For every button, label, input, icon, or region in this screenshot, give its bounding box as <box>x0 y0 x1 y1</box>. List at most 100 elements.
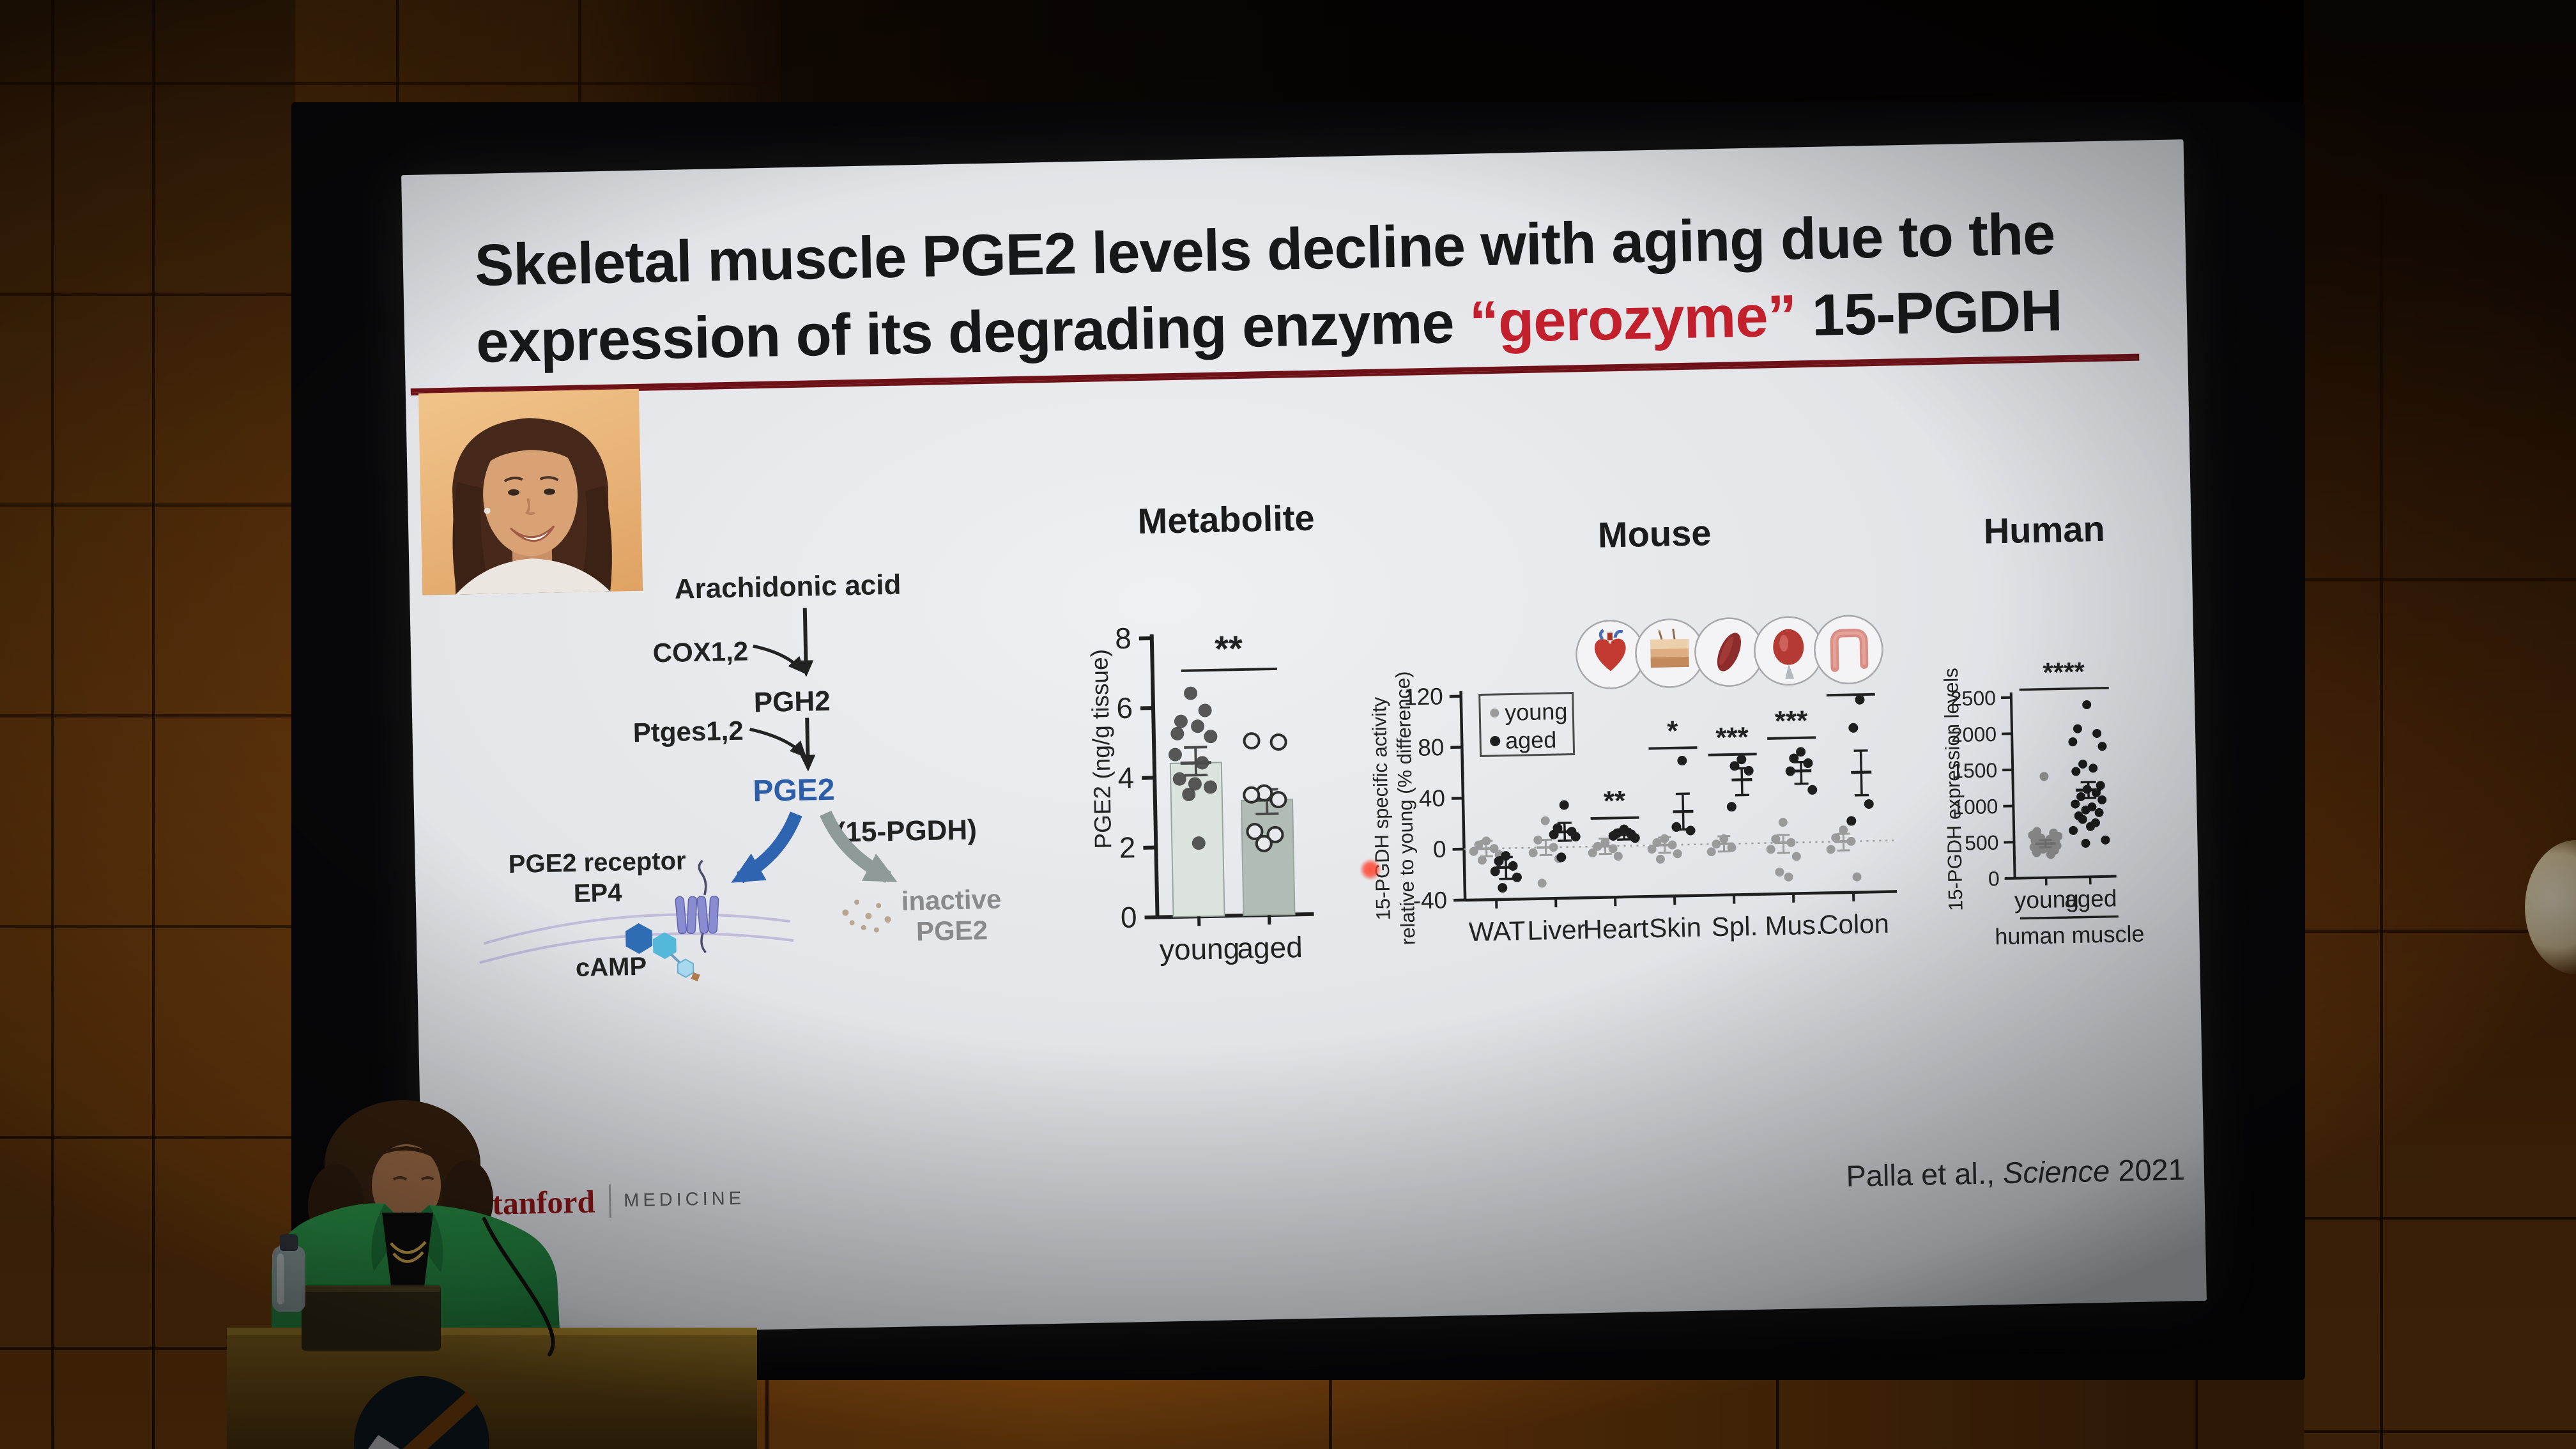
metabolite-cat-label: aged <box>1237 930 1303 965</box>
mouse-point-aged <box>1848 723 1859 733</box>
mouse-point-young <box>1786 838 1796 847</box>
ptges-connector-arrow <box>749 727 807 758</box>
mouse-x-axis <box>1465 890 1897 902</box>
metabolite-cat-label: young <box>1159 931 1239 967</box>
mouse-point-young <box>1549 843 1558 852</box>
mouse-point-aged <box>1726 802 1736 812</box>
metabolite-point-young <box>1168 747 1182 762</box>
human-x-axis <box>2014 875 2117 880</box>
metabolite-point-young <box>1174 714 1188 728</box>
mouse-cat-label: Skin <box>1649 912 1702 944</box>
mouse-point-young <box>1791 852 1801 861</box>
mouse-point-aged <box>1785 766 1795 776</box>
mouse-point-young <box>1852 872 1862 882</box>
ep4-receptor-icon <box>675 896 687 935</box>
metabolite-y-tick-label: 0 <box>1120 900 1137 934</box>
human-point-aged <box>2097 742 2107 751</box>
human-y-tick-label: 500 <box>1965 831 1999 855</box>
human-point-aged <box>2069 825 2078 835</box>
mouse-point-young <box>1775 867 1784 877</box>
metabolite-y-tick-label: 8 <box>1115 622 1132 656</box>
inactive-pge2-fragments <box>873 927 879 933</box>
receptor-tail <box>698 859 707 896</box>
podium-laptop <box>302 1285 441 1351</box>
mouse-point-young <box>1784 872 1793 882</box>
human-point-aged <box>2076 792 2086 801</box>
mouse-point-young <box>1528 848 1538 857</box>
human-y-tick-label: 1500 <box>1952 758 1998 782</box>
mouse-point-young <box>1846 836 1856 846</box>
human-point-aged <box>2071 767 2081 776</box>
human-point-young <box>2039 772 2049 781</box>
wall-seam <box>152 0 155 1449</box>
mouse-sig-line <box>1767 736 1816 740</box>
mouse-aged-errbar <box>1731 778 1752 782</box>
mouse-point-aged <box>1855 694 1865 705</box>
human-sig-stars: **** <box>2043 656 2085 687</box>
mouse-sig-line <box>1648 746 1698 750</box>
human-y-tick-label: 0 <box>1988 867 2000 890</box>
human-point-aged <box>2097 795 2107 804</box>
human-sig-line <box>2019 686 2109 691</box>
mouse-cat-label: Spl. <box>1711 911 1758 942</box>
wall-seam <box>2304 1217 2576 1220</box>
mouse-legend-dot-young <box>1490 709 1499 718</box>
mouse-cat-label: WAT <box>1468 916 1526 947</box>
inactive-pge2-fragments <box>876 903 882 908</box>
inactive-pge2-fragments <box>849 920 855 926</box>
mouse-aged-errbar <box>1851 770 1872 774</box>
human-point-aged <box>2068 737 2078 747</box>
metabolite-point-aged <box>1243 732 1261 750</box>
metabolite-y-tick-label: 4 <box>1117 761 1135 795</box>
mouse-y-tick-label: 0 <box>1433 836 1446 862</box>
mouse-cat-label: Mus. <box>1765 910 1823 941</box>
wall-seam <box>1329 1379 1332 1449</box>
inactive-pge2-fragments <box>854 900 860 905</box>
metabolite-point-aged <box>1255 834 1273 852</box>
mouse-point-aged <box>1508 861 1518 871</box>
wall-seam <box>295 82 781 85</box>
mouse-y-tick-label: 120 <box>1404 683 1444 710</box>
mouse-point-aged <box>1803 758 1813 769</box>
citation-year: 2021 <box>2109 1152 2186 1188</box>
human-y-axis <box>2009 692 2016 878</box>
citation-authors: Palla et al., <box>1845 1156 2004 1193</box>
wall-seam <box>0 503 295 507</box>
wall-seam <box>2380 192 2383 1449</box>
metabolite-point-young <box>1198 703 1212 717</box>
mouse-y-tick-label: 80 <box>1418 734 1445 761</box>
mouse-point-young <box>1778 818 1788 827</box>
mouse-point-young <box>1655 854 1665 864</box>
metabolite-sig-stars: ** <box>1215 628 1243 669</box>
human-point-aged <box>2101 835 2110 845</box>
metabolite-point-young <box>1184 686 1198 700</box>
mouse-sig-stars: *** <box>1715 721 1749 753</box>
inactive-pge2-fragments <box>842 909 849 916</box>
human-y-tick-label: 2500 <box>1950 686 1996 710</box>
mouse-point-young <box>1706 847 1716 857</box>
mouse-sig-line <box>1590 816 1639 820</box>
human-point-aged <box>2082 700 2092 709</box>
pathway-arrow-1 <box>798 608 814 677</box>
wall-seam <box>2304 1430 2576 1433</box>
human-point-aged <box>2078 759 2088 769</box>
mouse-cat-label: Colon <box>1819 908 1890 940</box>
wall-seam <box>0 82 295 85</box>
human-point-aged <box>2071 799 2080 809</box>
mouse-point-young <box>1712 839 1721 849</box>
mouse-aged-errbar <box>1800 762 1803 784</box>
mouse-cat-label: Heart <box>1583 913 1649 944</box>
mouse-point-young <box>1667 840 1677 850</box>
ep4-receptor-icon <box>686 896 698 935</box>
inactive-pge2-fragments <box>861 924 866 930</box>
camp-molecule-hex <box>625 923 653 954</box>
human-y-tick-label: 1000 <box>1952 795 1998 818</box>
metabolite-bar-aged <box>1240 799 1296 916</box>
mouse-cat-label: Liver <box>1527 914 1586 946</box>
mouse-y-axis <box>1459 691 1467 901</box>
mouse-point-aged <box>1498 883 1508 893</box>
mouse-point-aged <box>1807 785 1818 795</box>
organ-circle-colon <box>1814 615 1883 685</box>
pathway-arrow-2 <box>800 717 816 772</box>
